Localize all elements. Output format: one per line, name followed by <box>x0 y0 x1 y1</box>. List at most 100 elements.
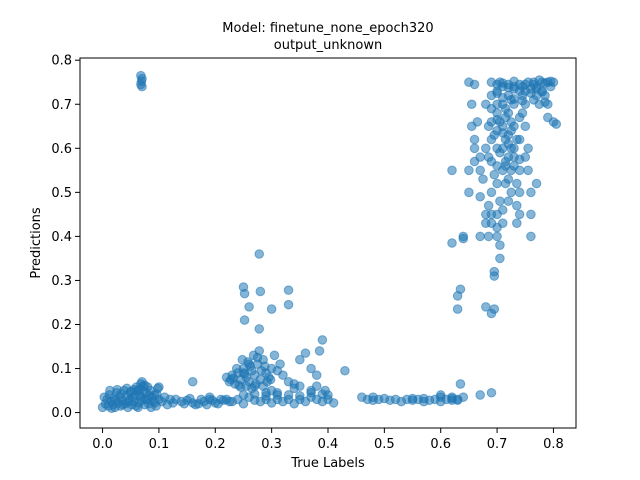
scatter-point <box>492 231 502 242</box>
scatter-point <box>154 382 164 392</box>
scatter-point <box>272 387 283 398</box>
scatter-point <box>266 304 277 314</box>
scatter-point <box>464 165 474 176</box>
scatter-point <box>239 288 250 299</box>
scatter-point <box>489 304 500 314</box>
scatter-point <box>520 121 531 132</box>
x-tick-label: 0.8 <box>543 437 564 452</box>
scatter-point <box>140 394 151 405</box>
scatter-point <box>385 395 395 406</box>
x-tick-label: 0.3 <box>261 437 282 452</box>
scatter-point <box>254 324 265 334</box>
scatter-point <box>503 174 514 184</box>
scatter-point <box>478 174 488 184</box>
y-tick-label: 0.1 <box>51 362 72 377</box>
scatter-point <box>483 231 494 242</box>
scatter-point <box>464 187 474 198</box>
scatter-point <box>238 390 249 400</box>
scatter-point <box>497 205 508 215</box>
scatter-point <box>540 97 550 107</box>
y-tick-label: 0.5 <box>51 186 72 201</box>
scatter-point <box>261 391 271 401</box>
scatter-point <box>517 108 528 118</box>
y-tick-label: 0.0 <box>51 406 72 421</box>
scatter-point <box>142 382 153 392</box>
scatter-point <box>514 86 525 96</box>
scatter-point <box>447 238 457 248</box>
scatter-point <box>495 196 505 206</box>
x-tick-label: 0.7 <box>487 437 508 452</box>
scatter-point <box>99 392 110 402</box>
scatter-point <box>523 165 533 176</box>
scatter-point <box>475 165 485 176</box>
y-tick-label: 0.8 <box>51 54 72 69</box>
scatter-point <box>314 346 325 356</box>
scatter-point <box>226 374 236 385</box>
scatter-point <box>514 209 525 220</box>
scatter-point <box>528 95 539 105</box>
scatter-point <box>483 152 494 162</box>
scatter-point <box>495 253 505 264</box>
scatter-point <box>486 187 497 198</box>
scatter-point <box>514 154 525 165</box>
scatter-point <box>517 95 528 106</box>
scatter-point <box>295 381 305 391</box>
scatter-point <box>244 302 254 312</box>
scatter-point <box>204 392 215 402</box>
scatter-point <box>514 165 525 176</box>
scatter-point <box>252 352 263 363</box>
scatter-point <box>328 398 339 408</box>
scatter-point <box>483 200 494 211</box>
x-tick-label: 0.1 <box>149 437 170 452</box>
scatter-point <box>506 125 516 136</box>
scatter-point <box>495 147 505 158</box>
y-tick-label: 0.7 <box>51 98 72 113</box>
scatter-point <box>419 396 429 407</box>
scatter-point <box>506 187 516 198</box>
scatter-point <box>497 128 508 138</box>
scatter-point <box>187 376 198 387</box>
x-tick-label: 0.4 <box>318 437 339 452</box>
scatter-point <box>489 271 500 281</box>
scatter-point <box>275 359 285 369</box>
scatter-point <box>254 249 265 259</box>
scatter-point <box>260 361 270 372</box>
y-axis: 0.0 0.1 0.2 0.3 0.4 0.5 0.6 0.7 0.8 <box>51 54 80 421</box>
scatter-point <box>475 191 485 202</box>
scatter-point <box>531 178 542 189</box>
x-tick-label: 0.2 <box>205 437 226 452</box>
y-tick-label: 0.4 <box>51 230 72 245</box>
scatter-point <box>235 382 246 392</box>
scatter-point <box>512 178 522 189</box>
chart-subtitle: output_unknown <box>274 38 382 53</box>
data-points <box>97 70 562 413</box>
scatter-point <box>265 374 276 385</box>
scatter-point <box>407 393 418 404</box>
scatter-point <box>306 387 316 398</box>
scatter-point <box>526 231 536 242</box>
scatter-point <box>133 402 143 413</box>
scatter-point <box>509 76 519 87</box>
scatter-point <box>311 381 322 391</box>
x-tick-label: 0.0 <box>92 437 113 452</box>
scatter-point <box>320 385 330 396</box>
scatter-point <box>512 200 522 211</box>
scatter-point <box>466 99 477 110</box>
scatter-point <box>283 390 294 400</box>
scatter-point <box>492 114 502 125</box>
scatter-point <box>283 285 294 295</box>
scatter-point <box>278 370 288 380</box>
scatter-point <box>503 82 514 93</box>
y-tick-label: 0.3 <box>51 274 72 289</box>
scatter-point <box>514 187 525 198</box>
scatter-point <box>486 218 497 228</box>
chart-title: Model: finetune_none_epoch320 <box>222 21 433 36</box>
x-axis-label: True Labels <box>290 456 365 471</box>
scatter-point <box>190 399 201 410</box>
scatter-point <box>244 359 254 369</box>
scatter-point <box>481 143 491 154</box>
scatter-point <box>300 348 311 358</box>
scatter-point <box>283 299 294 310</box>
scatter-point <box>452 395 463 406</box>
scatter-point <box>137 81 147 92</box>
